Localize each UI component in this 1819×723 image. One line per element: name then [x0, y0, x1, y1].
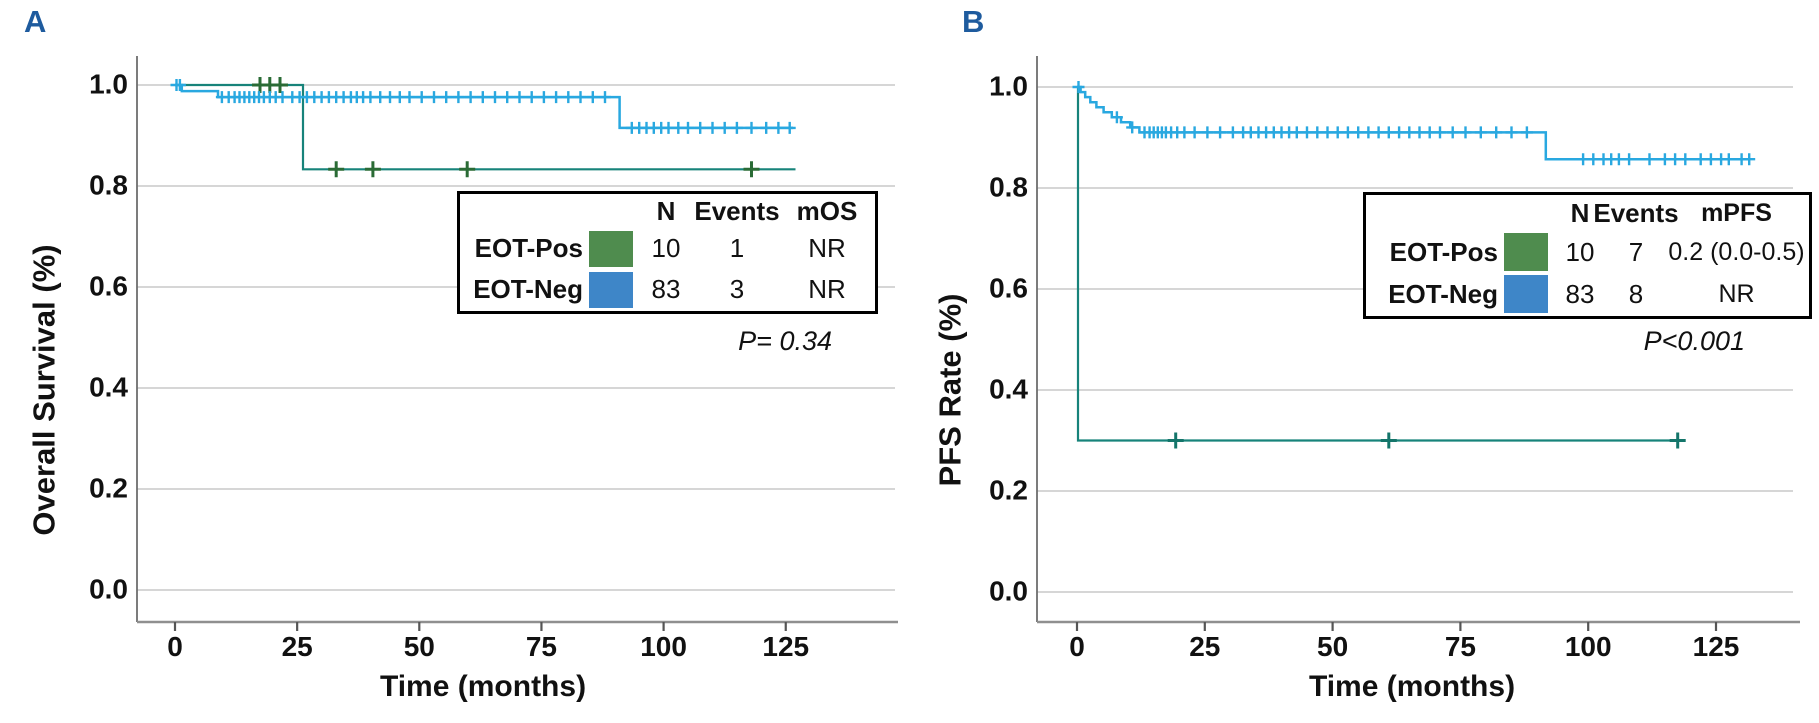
y-tick-label: 0.6	[989, 272, 1028, 304]
x-tick-label: 25	[1189, 631, 1221, 662]
legend-spacer	[585, 194, 637, 228]
x-axis-title-time-a: Time (months)	[379, 670, 587, 703]
y-tick-label: 0.6	[89, 270, 128, 302]
legend-row-label: EOT-Neg	[473, 274, 583, 304]
x-tick-label: 0	[167, 631, 183, 662]
legend-swatch-cell	[585, 269, 637, 310]
legend-events-value: 3	[729, 274, 745, 304]
legend-header-n: N	[656, 195, 676, 226]
p-value-a: P= 0.34	[738, 326, 832, 356]
legend-swatch-eot-neg	[589, 271, 633, 308]
y-tick-label: 0.0	[989, 575, 1028, 607]
legend-spacer	[1500, 195, 1552, 231]
y-tick-label: 0.8	[989, 171, 1028, 203]
x-tick-label: 100	[640, 631, 687, 662]
legend-swatch-cell	[1500, 273, 1552, 315]
legend-swatch-cell	[585, 228, 637, 269]
legend-swatch-eot-pos	[1504, 233, 1548, 271]
y-tick-label: 0.2	[989, 474, 1028, 506]
y-axis-title-pfs-rate: PFS Rate (%)	[932, 293, 968, 487]
km-curve-eot-pos-a	[175, 83, 796, 171]
legend-row-label: EOT-Neg	[1388, 278, 1498, 309]
legend-swatch-cell	[1500, 231, 1552, 273]
legend-n-value: 83	[1565, 278, 1595, 309]
legend-n-value: 10	[1565, 236, 1595, 267]
legend-header-n: N	[1570, 197, 1590, 228]
legend-header-events: Events	[694, 195, 780, 226]
x-tick-label: 125	[1692, 631, 1740, 662]
legend-events-value: 8	[1628, 278, 1644, 309]
censor-marks-eot-neg-a	[170, 79, 796, 134]
y-axis-title-overall-survival: Overall Survival (%)	[26, 244, 62, 536]
legend-spacer	[460, 194, 585, 228]
legend-header-median: mOS	[796, 195, 858, 226]
x-tick-label: 50	[1317, 631, 1349, 662]
x-tick-label: 100	[1564, 631, 1612, 662]
legend-median-value: NR	[1718, 279, 1755, 308]
y-tick-label: 1.0	[89, 68, 128, 100]
km-curve-eot-neg-b	[1077, 85, 1750, 161]
legend-median-value: 0.2 (0.0-0.5)	[1668, 237, 1805, 266]
legend-row-label: EOT-Pos	[1389, 236, 1498, 267]
y-tick-label: 1.0	[989, 70, 1028, 102]
legend-header-events: Events	[1593, 197, 1679, 228]
legend-swatch-eot-pos	[589, 230, 633, 267]
legend-spacer	[1366, 195, 1500, 231]
km-curve-eot-neg-a	[175, 83, 794, 130]
legend-n-value: 83	[651, 274, 681, 304]
censor-marks-eot-pos-b	[1167, 432, 1686, 449]
x-axis-title-time-b: Time (months)	[1308, 670, 1516, 703]
legend-box-b: N Events mPFS EOT-Pos 10 7 0.2 (0.0-0.5) EOT-Ne…	[1363, 192, 1812, 319]
x-tick-label: 50	[403, 631, 435, 662]
legend-n-value: 10	[651, 233, 681, 263]
y-tick-label: 0.2	[89, 472, 128, 504]
panel-label-b: B	[962, 4, 985, 39]
legend-swatch-eot-neg	[1504, 275, 1548, 313]
legend-row-label: EOT-Pos	[474, 233, 583, 263]
legend-median-value: NR	[808, 233, 846, 263]
y-tick-label: 0.4	[989, 373, 1028, 405]
x-tick-label: 25	[281, 631, 313, 662]
legend-header-median: mPFS	[1701, 198, 1772, 227]
p-value-b: P<0.001	[1643, 326, 1745, 356]
legend-median-value: NR	[808, 274, 846, 304]
legend-events-value: 7	[1628, 236, 1644, 267]
censor-marks-eot-neg-b	[1072, 81, 1756, 166]
panel-label-a: A	[24, 4, 47, 39]
y-tick-label: 0.0	[89, 573, 128, 605]
x-tick-label: 75	[1444, 631, 1476, 662]
legend-events-value: 1	[729, 233, 745, 263]
censor-marks-eot-pos-a	[252, 77, 760, 178]
x-tick-label: 0	[1069, 631, 1085, 662]
x-tick-label: 75	[525, 631, 558, 662]
x-tick-label: 125	[762, 631, 810, 662]
y-tick-label: 0.8	[89, 169, 128, 201]
legend-box-a: N Events mOS EOT-Pos 10 1 NR EOT-Neg 83 3 NR	[457, 191, 878, 314]
y-tick-label: 0.4	[89, 371, 128, 403]
